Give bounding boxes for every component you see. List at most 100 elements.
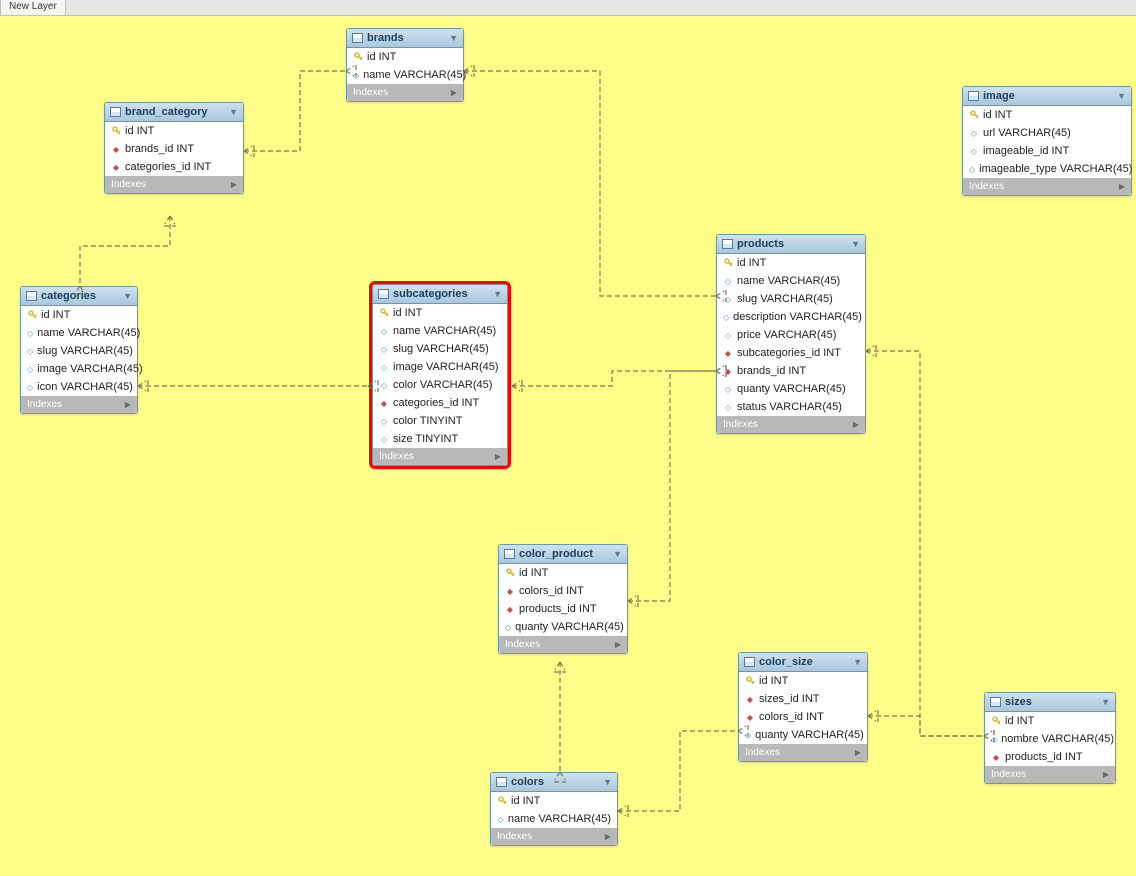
entity-header[interactable]: color_product▼ bbox=[499, 545, 627, 564]
entity-color_size[interactable]: color_size▼id INT◆sizes_id INT◆colors_id… bbox=[738, 652, 868, 762]
column-row[interactable]: ◆brands_id INT bbox=[105, 140, 243, 158]
column-row[interactable]: ◇icon VARCHAR(45) bbox=[21, 378, 137, 396]
column-row[interactable]: id INT bbox=[963, 106, 1131, 124]
entity-header[interactable]: sizes▼ bbox=[985, 693, 1115, 712]
column-row[interactable]: ◆subcategories_id INT bbox=[717, 344, 865, 362]
entity-header[interactable]: products ▼ bbox=[717, 235, 865, 254]
column-row[interactable]: ◇nombre VARCHAR(45) bbox=[985, 730, 1115, 748]
column-text: id INT bbox=[737, 257, 766, 269]
indexes-section[interactable]: Indexes▶ bbox=[373, 448, 507, 465]
expand-icon[interactable]: ▶ bbox=[855, 748, 861, 757]
column-row[interactable]: id INT bbox=[739, 672, 867, 690]
column-row[interactable]: ◇quanty VARCHAR(45) bbox=[739, 726, 867, 744]
column-row[interactable]: ◇slug VARCHAR(45) bbox=[373, 340, 507, 358]
collapse-icon[interactable]: ▼ bbox=[613, 549, 622, 559]
column-row[interactable]: id INT bbox=[985, 712, 1115, 730]
collapse-icon[interactable]: ▼ bbox=[449, 33, 458, 43]
column-row[interactable]: ◇status VARCHAR(45) bbox=[717, 398, 865, 416]
indexes-section[interactable]: Indexes▶ bbox=[491, 828, 617, 845]
collapse-icon[interactable]: ▼ bbox=[1117, 91, 1126, 101]
indexes-section[interactable]: Indexes▶ bbox=[739, 744, 867, 761]
collapse-icon[interactable]: ▼ bbox=[493, 289, 502, 299]
expand-icon[interactable]: ▶ bbox=[495, 452, 501, 461]
indexes-section[interactable]: Indexes▶ bbox=[347, 84, 463, 101]
column-row[interactable]: ◇name VARCHAR(45) bbox=[347, 66, 463, 84]
column-row[interactable]: ◇price VARCHAR(45) bbox=[717, 326, 865, 344]
entity-color_product[interactable]: color_product▼id INT◆colors_id INT◆produ… bbox=[498, 544, 628, 654]
column-row[interactable]: ◇quanty VARCHAR(45) bbox=[717, 380, 865, 398]
column-row[interactable]: ◇image VARCHAR(45) bbox=[21, 360, 137, 378]
indexes-section[interactable]: Indexes▶ bbox=[963, 178, 1131, 195]
column-row[interactable]: ◇name VARCHAR(45) bbox=[373, 322, 507, 340]
column-text: sizes_id INT bbox=[759, 693, 820, 705]
entity-header[interactable]: image▼ bbox=[963, 87, 1131, 106]
column-row[interactable]: ◇imageable_id INT bbox=[963, 142, 1131, 160]
column-row[interactable]: id INT bbox=[373, 304, 507, 322]
column-row[interactable]: ◇size TINYINT bbox=[373, 430, 507, 448]
column-row[interactable]: ◇name VARCHAR(45) bbox=[717, 272, 865, 290]
column-row[interactable]: ◇name VARCHAR(45) bbox=[491, 810, 617, 828]
entity-header[interactable]: color_size▼ bbox=[739, 653, 867, 672]
entity-image[interactable]: image▼id INT◇url VARCHAR(45)◇imageable_i… bbox=[962, 86, 1132, 196]
entity-brands[interactable]: brands▼id INT◇name VARCHAR(45)Indexes▶ bbox=[346, 28, 464, 102]
layer-tab[interactable]: New Layer bbox=[0, 0, 66, 16]
collapse-icon[interactable]: ▼ bbox=[603, 777, 612, 787]
indexes-section[interactable]: Indexes▶ bbox=[985, 766, 1115, 783]
column-row[interactable]: ◆brands_id INT bbox=[717, 362, 865, 380]
expand-icon[interactable]: ▶ bbox=[615, 640, 621, 649]
column-row[interactable]: id INT bbox=[347, 48, 463, 66]
expand-icon[interactable]: ▶ bbox=[231, 180, 237, 189]
expand-icon[interactable]: ▶ bbox=[125, 400, 131, 409]
entity-header[interactable]: categories▼ bbox=[21, 287, 137, 306]
column-row[interactable]: ◇color TINYINT bbox=[373, 412, 507, 430]
indexes-section[interactable]: Indexes▶ bbox=[105, 176, 243, 193]
column-row[interactable]: ◆products_id INT bbox=[499, 600, 627, 618]
column-row[interactable]: id INT bbox=[21, 306, 137, 324]
column-row[interactable]: ◇slug VARCHAR(45) bbox=[717, 290, 865, 308]
column-row[interactable]: ◆colors_id INT bbox=[739, 708, 867, 726]
column-row[interactable]: ◇quanty VARCHAR(45) bbox=[499, 618, 627, 636]
expand-icon[interactable]: ▶ bbox=[451, 88, 457, 97]
column-row[interactable]: ◇description VARCHAR(45) bbox=[717, 308, 865, 326]
column-row[interactable]: id INT bbox=[105, 122, 243, 140]
column-row[interactable]: id INT bbox=[717, 254, 865, 272]
entity-header[interactable]: colors▼ bbox=[491, 773, 617, 792]
column-row[interactable]: ◇color VARCHAR(45) bbox=[373, 376, 507, 394]
entity-colors[interactable]: colors▼id INT◇name VARCHAR(45)Indexes▶ bbox=[490, 772, 618, 846]
collapse-icon[interactable]: ▼ bbox=[123, 291, 132, 301]
entity-header[interactable]: brand_category▼ bbox=[105, 103, 243, 122]
expand-icon[interactable]: ▶ bbox=[1103, 770, 1109, 779]
column-row[interactable]: ◆products_id INT bbox=[985, 748, 1115, 766]
indexes-section[interactable]: Indexes▶ bbox=[717, 416, 865, 433]
entity-sizes[interactable]: sizes▼id INT◇nombre VARCHAR(45)◆products… bbox=[984, 692, 1116, 784]
column-row[interactable]: ◇slug VARCHAR(45) bbox=[21, 342, 137, 360]
column-row[interactable]: ◇url VARCHAR(45) bbox=[963, 124, 1131, 142]
expand-icon[interactable]: ▶ bbox=[1119, 182, 1125, 191]
column-row[interactable]: ◆colors_id INT bbox=[499, 582, 627, 600]
column-row[interactable]: id INT bbox=[499, 564, 627, 582]
fk-icon: ◆ bbox=[505, 605, 515, 614]
collapse-icon[interactable]: ▼ bbox=[853, 657, 862, 667]
column-row[interactable]: id INT bbox=[491, 792, 617, 810]
expand-icon[interactable]: ▶ bbox=[605, 832, 611, 841]
collapse-icon[interactable]: ▼ bbox=[851, 239, 860, 249]
column-row[interactable]: ◇imageable_type VARCHAR(45) bbox=[963, 160, 1131, 178]
column-row[interactable]: ◇name VARCHAR(45) bbox=[21, 324, 137, 342]
entity-categories[interactable]: categories▼id INT◇name VARCHAR(45)◇slug … bbox=[20, 286, 138, 414]
entity-header[interactable]: subcategories▼ bbox=[373, 285, 507, 304]
collapse-icon[interactable]: ▼ bbox=[1101, 697, 1110, 707]
column-row[interactable]: ◆categories_id INT bbox=[373, 394, 507, 412]
entity-header[interactable]: brands▼ bbox=[347, 29, 463, 48]
indexes-section[interactable]: Indexes▶ bbox=[21, 396, 137, 413]
diagram-canvas[interactable]: brands▼id INT◇name VARCHAR(45)Indexes▶br… bbox=[0, 16, 1136, 876]
column-row[interactable]: ◇image VARCHAR(45) bbox=[373, 358, 507, 376]
entity-title: products bbox=[737, 238, 784, 250]
collapse-icon[interactable]: ▼ bbox=[229, 107, 238, 117]
entity-subcategories[interactable]: subcategories▼id INT◇name VARCHAR(45)◇sl… bbox=[372, 284, 508, 466]
expand-icon[interactable]: ▶ bbox=[853, 420, 859, 429]
column-row[interactable]: ◆sizes_id INT bbox=[739, 690, 867, 708]
column-row[interactable]: ◆categories_id INT bbox=[105, 158, 243, 176]
entity-brand_category[interactable]: brand_category▼id INT◆brands_id INT◆cate… bbox=[104, 102, 244, 194]
entity-products[interactable]: products ▼ id INT ◇name VARCHAR(45)◇slug VA… bbox=[716, 234, 866, 434]
indexes-section[interactable]: Indexes▶ bbox=[499, 636, 627, 653]
